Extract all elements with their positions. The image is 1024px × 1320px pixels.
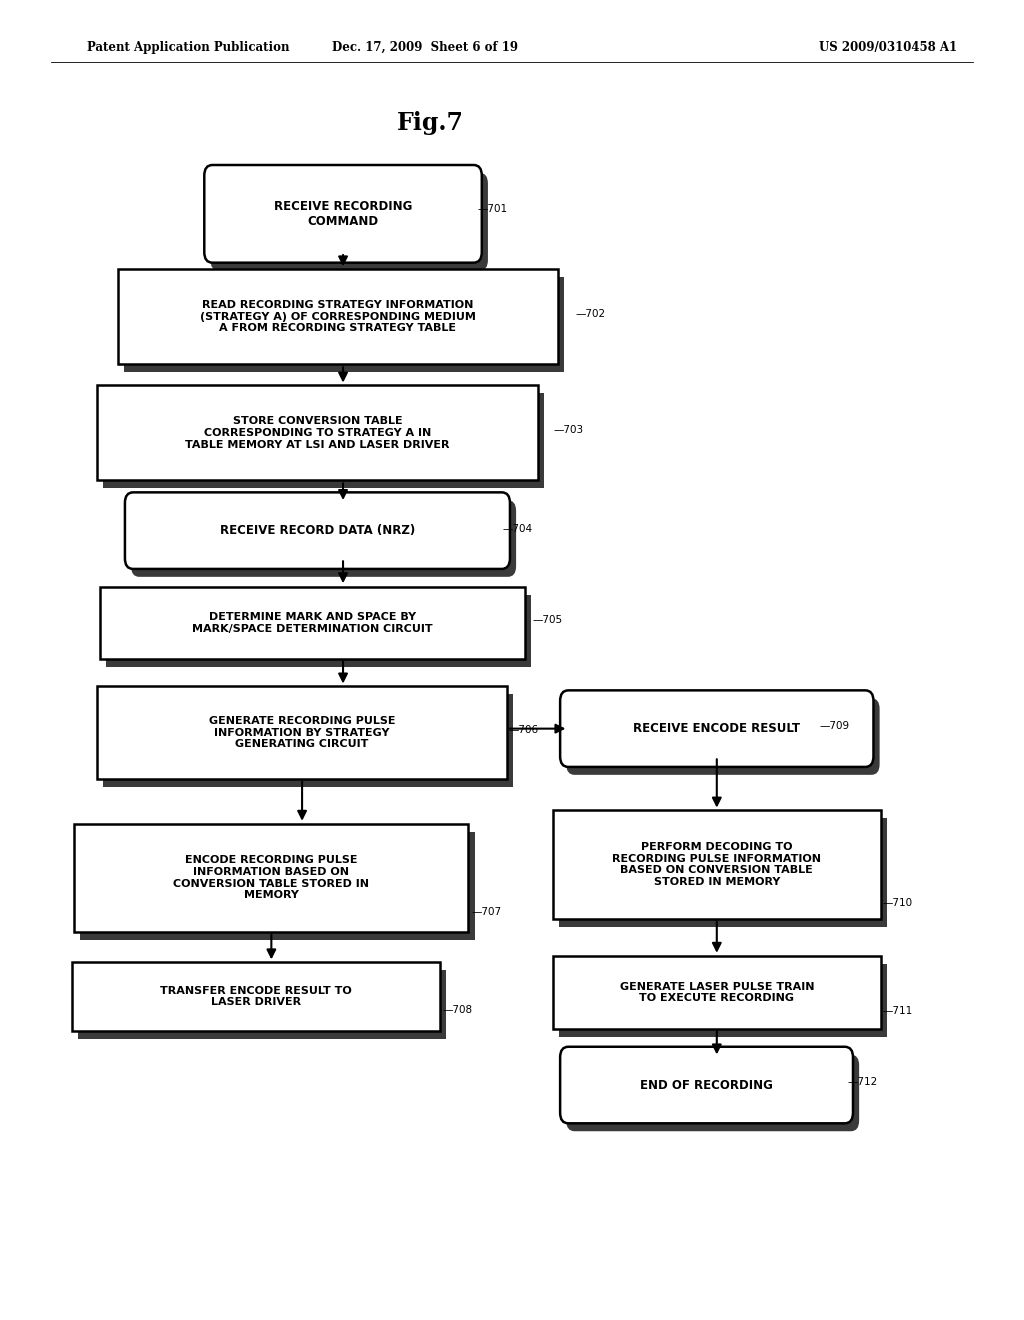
FancyBboxPatch shape [103, 393, 544, 488]
FancyBboxPatch shape [97, 686, 507, 779]
Text: —707: —707 [471, 907, 501, 917]
Text: —706: —706 [509, 725, 539, 735]
Text: —702: —702 [575, 309, 605, 319]
Text: US 2009/0310458 A1: US 2009/0310458 A1 [819, 41, 957, 54]
FancyBboxPatch shape [81, 832, 475, 940]
FancyBboxPatch shape [100, 586, 524, 659]
Text: STORE CONVERSION TABLE
CORRESPONDING TO STRATEGY A IN
TABLE MEMORY AT LSI AND LA: STORE CONVERSION TABLE CORRESPONDING TO … [185, 416, 450, 450]
Text: RECEIVE RECORD DATA (NRZ): RECEIVE RECORD DATA (NRZ) [220, 524, 415, 537]
FancyBboxPatch shape [131, 500, 516, 577]
Text: Fig.7: Fig.7 [396, 111, 464, 135]
FancyBboxPatch shape [559, 818, 887, 927]
Text: —712: —712 [848, 1077, 879, 1088]
Text: Patent Application Publication: Patent Application Publication [87, 41, 290, 54]
FancyBboxPatch shape [566, 1055, 859, 1131]
Text: GENERATE LASER PULSE TRAIN
TO EXECUTE RECORDING: GENERATE LASER PULSE TRAIN TO EXECUTE RE… [620, 982, 814, 1003]
Text: PERFORM DECODING TO
RECORDING PULSE INFORMATION
BASED ON CONVERSION TABLE
STORED: PERFORM DECODING TO RECORDING PULSE INFO… [612, 842, 821, 887]
FancyBboxPatch shape [78, 970, 446, 1039]
Text: TRANSFER ENCODE RESULT TO
LASER DRIVER: TRANSFER ENCODE RESULT TO LASER DRIVER [160, 986, 352, 1007]
FancyBboxPatch shape [103, 694, 513, 787]
FancyBboxPatch shape [106, 594, 530, 667]
FancyBboxPatch shape [560, 1047, 853, 1123]
FancyBboxPatch shape [72, 962, 440, 1031]
Text: RECEIVE ENCODE RESULT: RECEIVE ENCODE RESULT [633, 722, 801, 735]
Text: —701: —701 [477, 203, 507, 214]
Text: —710: —710 [883, 898, 912, 908]
FancyBboxPatch shape [553, 810, 881, 919]
FancyBboxPatch shape [75, 824, 469, 932]
Text: —708: —708 [442, 1005, 472, 1015]
FancyBboxPatch shape [211, 173, 488, 271]
FancyBboxPatch shape [205, 165, 482, 263]
Text: —704: —704 [503, 524, 532, 535]
FancyBboxPatch shape [125, 492, 510, 569]
Text: GENERATE RECORDING PULSE
INFORMATION BY STRATEGY
GENERATING CIRCUIT: GENERATE RECORDING PULSE INFORMATION BY … [209, 715, 395, 750]
Text: READ RECORDING STRATEGY INFORMATION
(STRATEGY A) OF CORRESPONDING MEDIUM
A FROM : READ RECORDING STRATEGY INFORMATION (STR… [200, 300, 476, 334]
FancyBboxPatch shape [97, 385, 538, 480]
Text: ENCODE RECORDING PULSE
INFORMATION BASED ON
CONVERSION TABLE STORED IN
MEMORY: ENCODE RECORDING PULSE INFORMATION BASED… [173, 855, 370, 900]
Text: —709: —709 [819, 721, 849, 731]
FancyBboxPatch shape [118, 269, 558, 364]
FancyBboxPatch shape [559, 964, 887, 1038]
FancyBboxPatch shape [566, 698, 880, 775]
FancyBboxPatch shape [124, 277, 564, 372]
FancyBboxPatch shape [553, 956, 881, 1030]
Text: Dec. 17, 2009  Sheet 6 of 19: Dec. 17, 2009 Sheet 6 of 19 [332, 41, 518, 54]
Text: —705: —705 [532, 615, 562, 626]
Text: —711: —711 [883, 1006, 913, 1016]
Text: —703: —703 [554, 425, 584, 436]
Text: RECEIVE RECORDING
COMMAND: RECEIVE RECORDING COMMAND [273, 199, 413, 228]
Text: DETERMINE MARK AND SPACE BY
MARK/SPACE DETERMINATION CIRCUIT: DETERMINE MARK AND SPACE BY MARK/SPACE D… [193, 612, 432, 634]
Text: END OF RECORDING: END OF RECORDING [640, 1078, 773, 1092]
FancyBboxPatch shape [560, 690, 873, 767]
